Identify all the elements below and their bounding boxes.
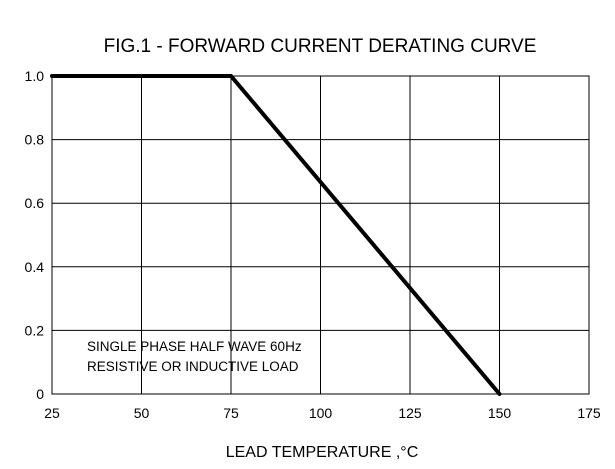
series-line-0 [50, 74, 502, 396]
chart-title: FIG.1 - FORWARD CURRENT DERATING CURVE [104, 36, 537, 57]
annotation-line-1: SINGLE PHASE HALF WAVE 60Hz [87, 339, 302, 354]
y-tick-label: 0.6 [25, 195, 45, 211]
x-axis-label: LEAD TEMPERATURE ,°C [226, 444, 419, 461]
y-tick-label: 0.4 [25, 259, 45, 275]
x-tick-label: 175 [577, 405, 601, 421]
x-tick-label: 125 [398, 405, 422, 421]
annotation-line-2: RESISTIVE OR INDUCTIVE LOAD [87, 359, 299, 374]
plot-frame [51, 75, 590, 395]
x-tick-label: 50 [134, 405, 150, 421]
series-layer [50, 74, 502, 396]
y-tick-label: 0 [36, 386, 44, 402]
x-tick-label: 75 [223, 405, 239, 421]
x-tick-label: 150 [488, 405, 512, 421]
tick-labels: 25 50 75 100 125 150 175 0 0.2 0.4 0.6 0.8 1.0 [25, 68, 601, 421]
y-tick-label: 0.2 [25, 322, 45, 338]
x-tick-label: 100 [309, 405, 333, 421]
annotations: SINGLE PHASE HALF WAVE 60Hz RESISTIVE OR … [87, 339, 302, 374]
y-tick-label: 1.0 [25, 68, 45, 84]
y-tick-label: 0.8 [25, 132, 45, 148]
grid [52, 76, 589, 394]
x-tick-label: 25 [44, 405, 60, 421]
